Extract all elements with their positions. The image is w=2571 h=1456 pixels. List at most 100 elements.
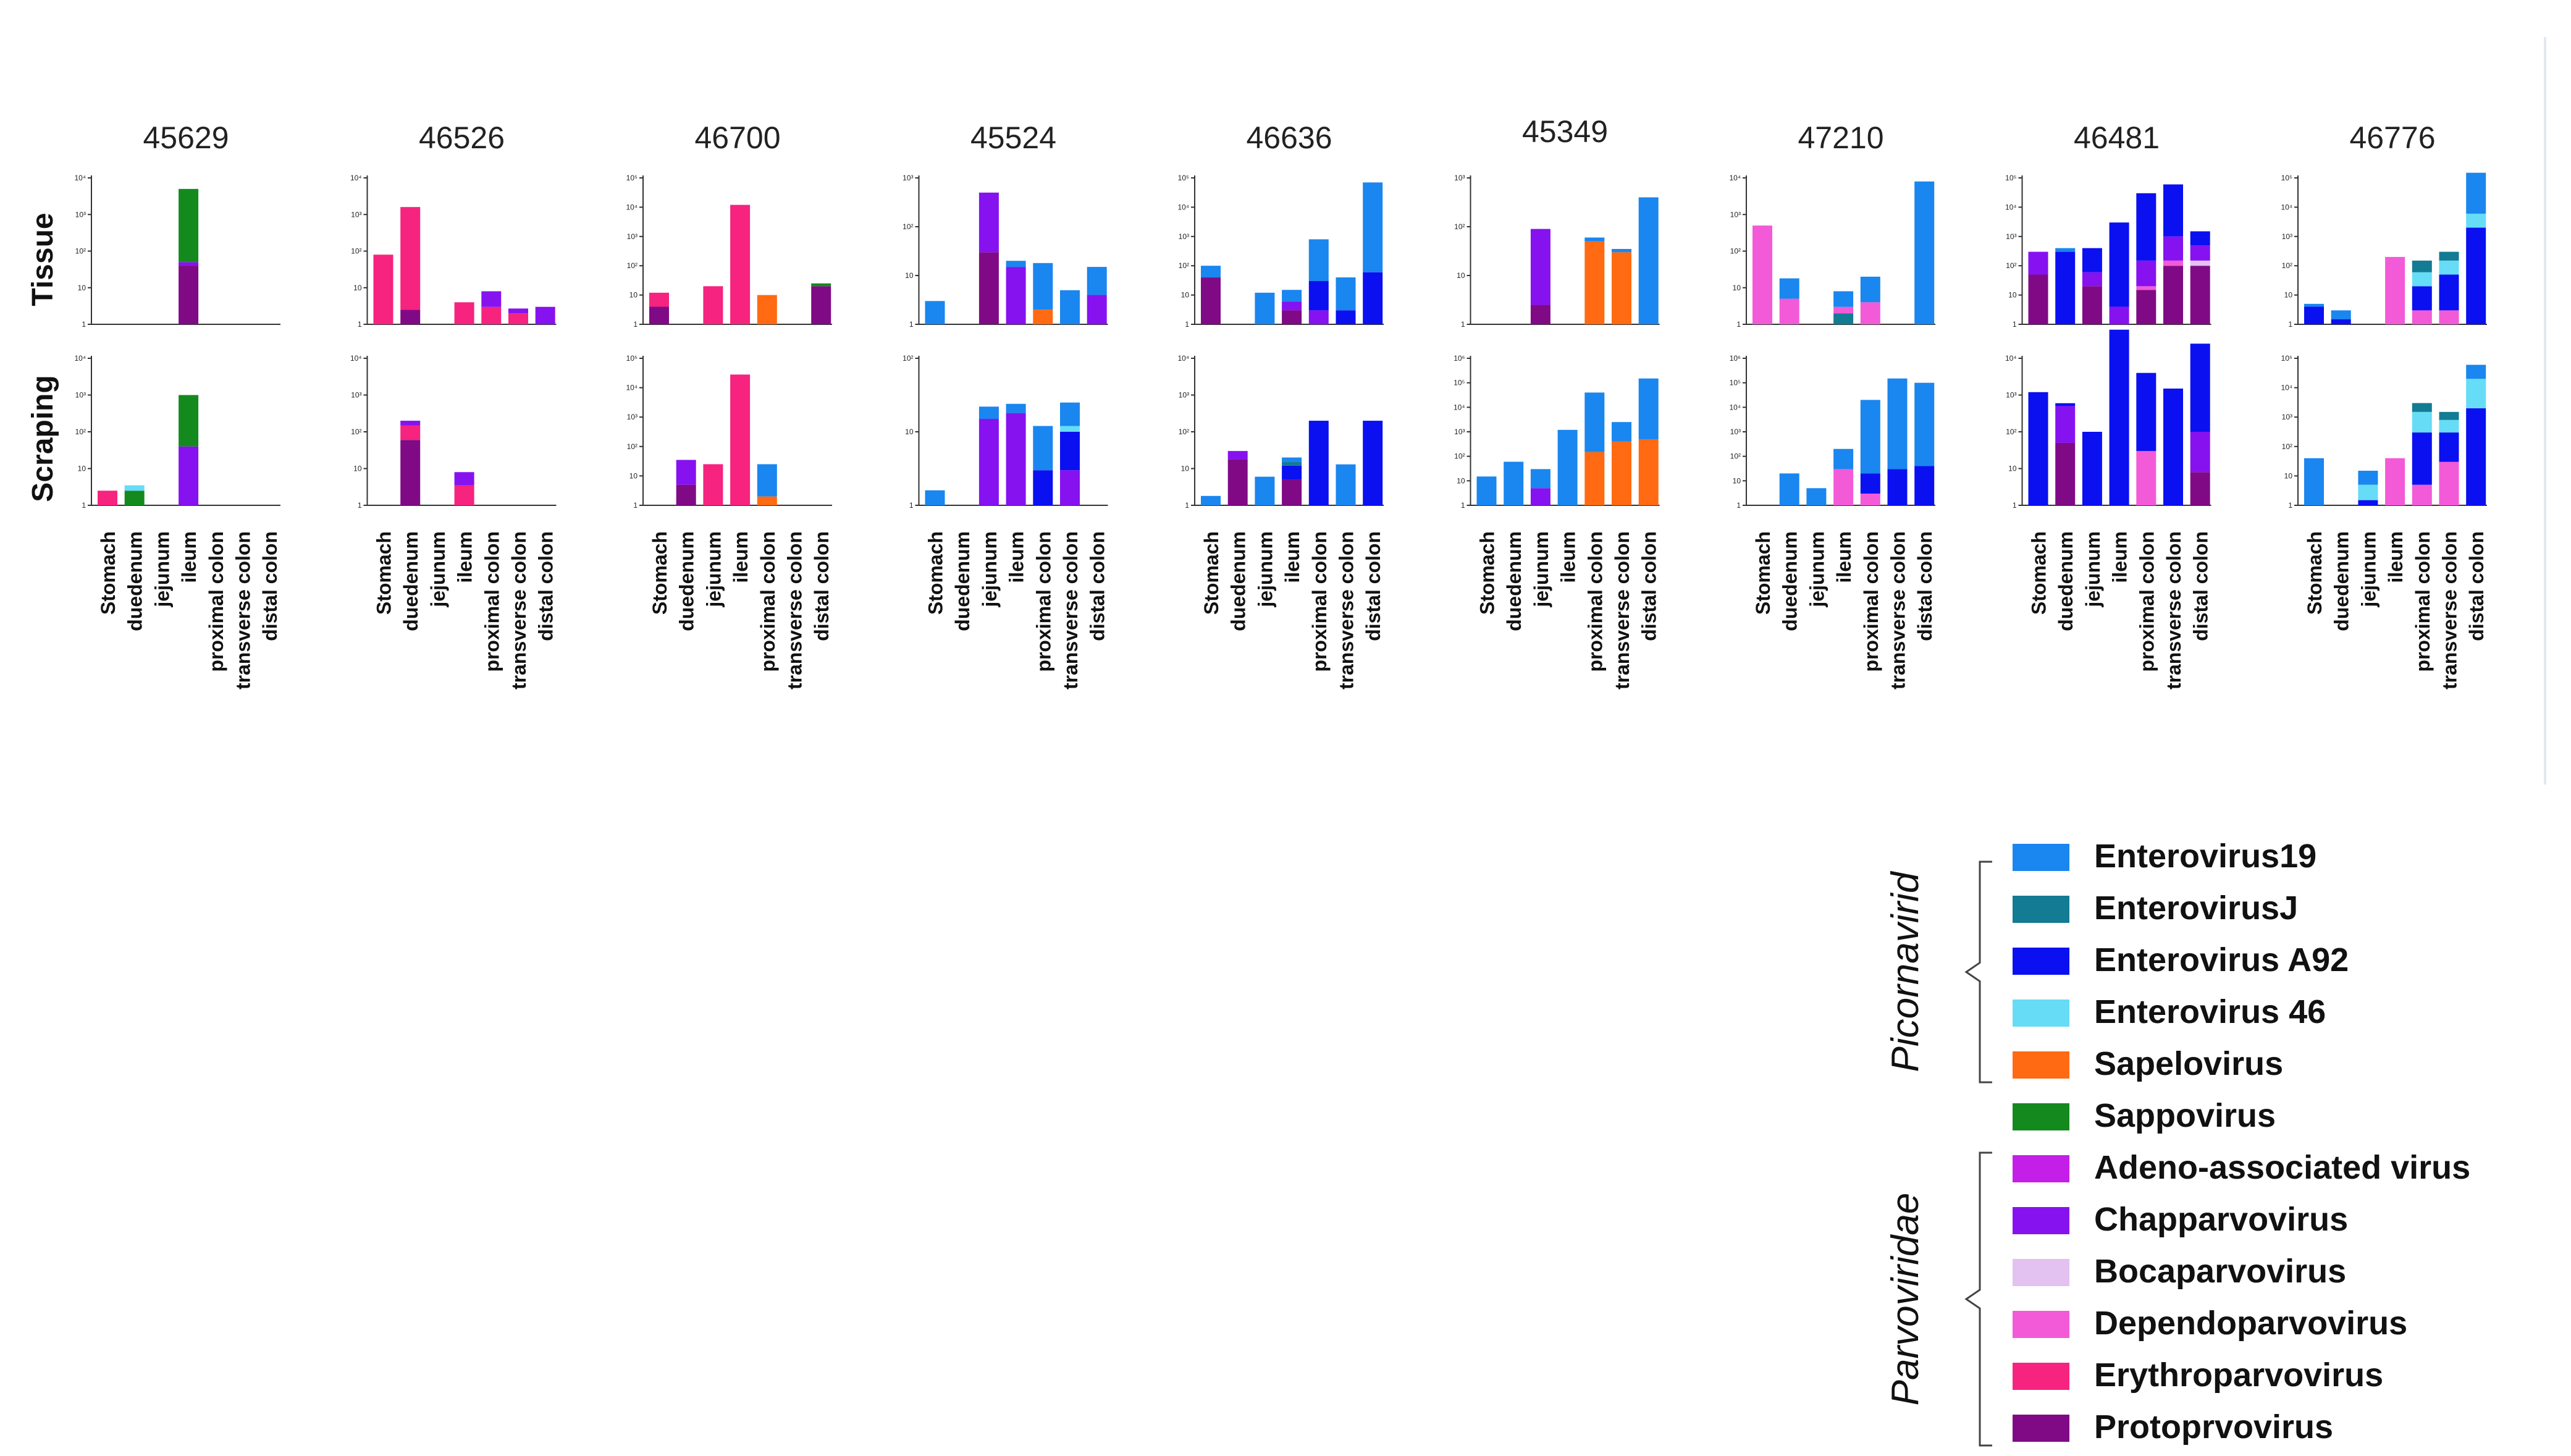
bar-tissue-ileum-segment bbox=[1006, 267, 1026, 324]
bar-scraping-jejunum-segment bbox=[2358, 471, 2378, 485]
legend-swatch bbox=[2013, 999, 2069, 1027]
bar-tissue-ileum-segment bbox=[454, 302, 474, 324]
y-tick-label: 10 bbox=[78, 284, 86, 292]
bar-scraping-ileum-segment bbox=[1006, 403, 1026, 413]
bar-scraping-duedenum-segment bbox=[1779, 473, 1799, 505]
y-tick-label: 1 bbox=[909, 501, 914, 510]
bar-tissue-jejunum-segment bbox=[2082, 286, 2102, 324]
y-tick-label: 10² bbox=[1730, 452, 1741, 461]
bar-tissue-ileum-segment bbox=[1833, 306, 1854, 314]
bar-scraping-duedenum-segment bbox=[124, 490, 145, 505]
bar-tissue-ileum-segment bbox=[730, 204, 751, 324]
bar-tissue-duedenum-segment bbox=[1779, 298, 1799, 324]
bar-scraping-jejunum-segment bbox=[703, 464, 723, 505]
tissue-plot: 1 10 10² 10³ 10⁴ 10⁵ bbox=[2005, 174, 2211, 329]
tissue-plot: 1 10 10² 10³ 10⁴ bbox=[350, 174, 557, 329]
bar-tissue-proximal-colon-segment bbox=[481, 306, 502, 324]
x-tick-label: Stomach bbox=[1752, 531, 1774, 615]
x-tick-label: Stomach bbox=[373, 531, 395, 615]
panel-title: 45349 bbox=[1522, 114, 1608, 149]
bar-tissue-jejunum-segment bbox=[978, 192, 999, 253]
bar-tissue-transverse-colon-segment bbox=[2439, 260, 2459, 275]
x-tick-label: jejunum bbox=[702, 531, 725, 608]
bar-tissue-proximal-colon-segment bbox=[1860, 302, 1880, 324]
bar-scraping-duedenum-segment bbox=[2055, 442, 2076, 505]
panel-title: 46636 bbox=[1246, 120, 1332, 155]
y-tick-label: 10⁵ bbox=[2281, 354, 2292, 363]
bar-tissue-transverse-colon-segment bbox=[508, 308, 528, 314]
x-tick-label: transverse colon bbox=[1887, 531, 1909, 689]
bar-scraping-jejunum-segment bbox=[1806, 488, 1827, 505]
y-tick-label: 10² bbox=[1179, 261, 1189, 270]
bar-scraping-transverse-colon-segment bbox=[1612, 422, 1631, 442]
bar-scraping-transverse-colon-segment bbox=[1060, 402, 1080, 426]
panel-45524: 45524 1 10 10² 10³ 1 10 10² Stomach duedenum jejun… bbox=[903, 120, 1109, 689]
panel-title: 46526 bbox=[419, 120, 505, 155]
y-tick-label: 10 bbox=[1181, 465, 1190, 473]
bar-scraping-proximal-colon-segment bbox=[757, 464, 777, 497]
y-tick-label: 10⁴ bbox=[74, 354, 86, 363]
bar-scraping-transverse-colon-segment bbox=[1887, 378, 1908, 469]
y-tick-label: 10² bbox=[75, 247, 86, 256]
x-tick-label: duedenum bbox=[676, 531, 698, 631]
bar-tissue-stomach-segment bbox=[649, 306, 669, 324]
x-tick-label: Stomach bbox=[925, 531, 947, 615]
bar-scraping-ileum-segment bbox=[1006, 413, 1026, 505]
y-tick-label: 10³ bbox=[1454, 174, 1465, 182]
legend-label: Protoprvovirus bbox=[2094, 1408, 2333, 1445]
bar-tissue-jejunum-segment bbox=[1255, 292, 1275, 324]
bar-tissue-jejunum-segment bbox=[703, 286, 723, 324]
bar-tissue-proximal-colon-segment bbox=[2136, 260, 2157, 287]
tissue-plot: 1 10 10² 10³ bbox=[1454, 174, 1660, 329]
y-tick-label: 10⁴ bbox=[350, 174, 362, 182]
bar-tissue-proximal-colon-segment bbox=[2136, 193, 2157, 261]
bar-tissue-duedenum-segment bbox=[2331, 310, 2351, 319]
panel-title: 45524 bbox=[970, 120, 1056, 155]
y-tick-label: 10⁵ bbox=[1178, 174, 1189, 182]
bar-scraping-distal-colon-segment bbox=[1914, 466, 1935, 505]
y-tick-label: 10² bbox=[903, 222, 913, 231]
x-tick-label: distal colon bbox=[535, 531, 557, 641]
bar-scraping-proximal-colon-segment bbox=[1308, 421, 1329, 505]
y-tick-label: 10⁵ bbox=[626, 354, 637, 363]
bar-tissue-duedenum-segment bbox=[400, 309, 421, 324]
y-tick-label: 10⁴ bbox=[1454, 403, 1465, 411]
legend-swatch bbox=[2013, 1415, 2069, 1442]
y-tick-label: 10² bbox=[627, 261, 637, 270]
y-tick-label: 10³ bbox=[1454, 427, 1465, 436]
y-tick-label: 10² bbox=[2006, 427, 2016, 436]
bar-tissue-stomach-segment bbox=[2304, 306, 2324, 324]
x-tick-label: duedenum bbox=[2055, 531, 2077, 631]
x-tick-label: distal colon bbox=[259, 531, 281, 641]
y-tick-label: 10² bbox=[1730, 247, 1741, 256]
panel-title: 46700 bbox=[694, 120, 780, 155]
bar-scraping-ileum-segment bbox=[1833, 448, 1854, 469]
bar-scraping-jejunum-segment bbox=[978, 419, 999, 505]
bar-tissue-proximal-colon-segment bbox=[1584, 237, 1605, 242]
bar-tissue-proximal-colon-segment bbox=[2412, 272, 2432, 287]
y-tick-label: 10⁴ bbox=[2281, 203, 2292, 211]
scraping-plot: 1 10 10² 10³ 10⁴ 10⁵ bbox=[626, 354, 832, 510]
x-tick-label: transverse colon bbox=[2439, 531, 2461, 689]
x-tick-label: duedenum bbox=[400, 531, 422, 631]
bar-scraping-duedenum-segment bbox=[400, 440, 421, 505]
bar-scraping-duedenum-segment bbox=[676, 460, 696, 485]
tissue-plot: 1 10 10² 10³ 10⁴ bbox=[1729, 174, 1935, 329]
y-tick-label: 10⁵ bbox=[2005, 174, 2016, 182]
bar-tissue-proximal-colon-segment bbox=[1308, 239, 1329, 281]
bar-scraping-ileum-segment bbox=[454, 485, 474, 505]
bar-scraping-proximal-colon-segment bbox=[2412, 403, 2432, 412]
bar-scraping-transverse-colon-segment bbox=[1060, 470, 1080, 505]
y-tick-label: 10³ bbox=[1730, 210, 1741, 219]
bar-tissue-proximal-colon-segment bbox=[1860, 276, 1880, 303]
bar-tissue-stomach-segment bbox=[2028, 251, 2048, 275]
bar-tissue-distal-colon-segment bbox=[1914, 181, 1935, 324]
bar-tissue-transverse-colon-segment bbox=[2163, 260, 2183, 266]
y-tick-label: 10² bbox=[2006, 261, 2016, 270]
bar-tissue-distal-colon-segment bbox=[811, 286, 831, 324]
bar-tissue-ileum-segment bbox=[179, 188, 199, 263]
y-tick-label: 10³ bbox=[351, 210, 361, 219]
bar-tissue-ileum-segment bbox=[1833, 291, 1854, 307]
bar-scraping-distal-colon-segment bbox=[1638, 439, 1659, 505]
bar-scraping-proximal-colon-segment bbox=[2136, 451, 2157, 505]
